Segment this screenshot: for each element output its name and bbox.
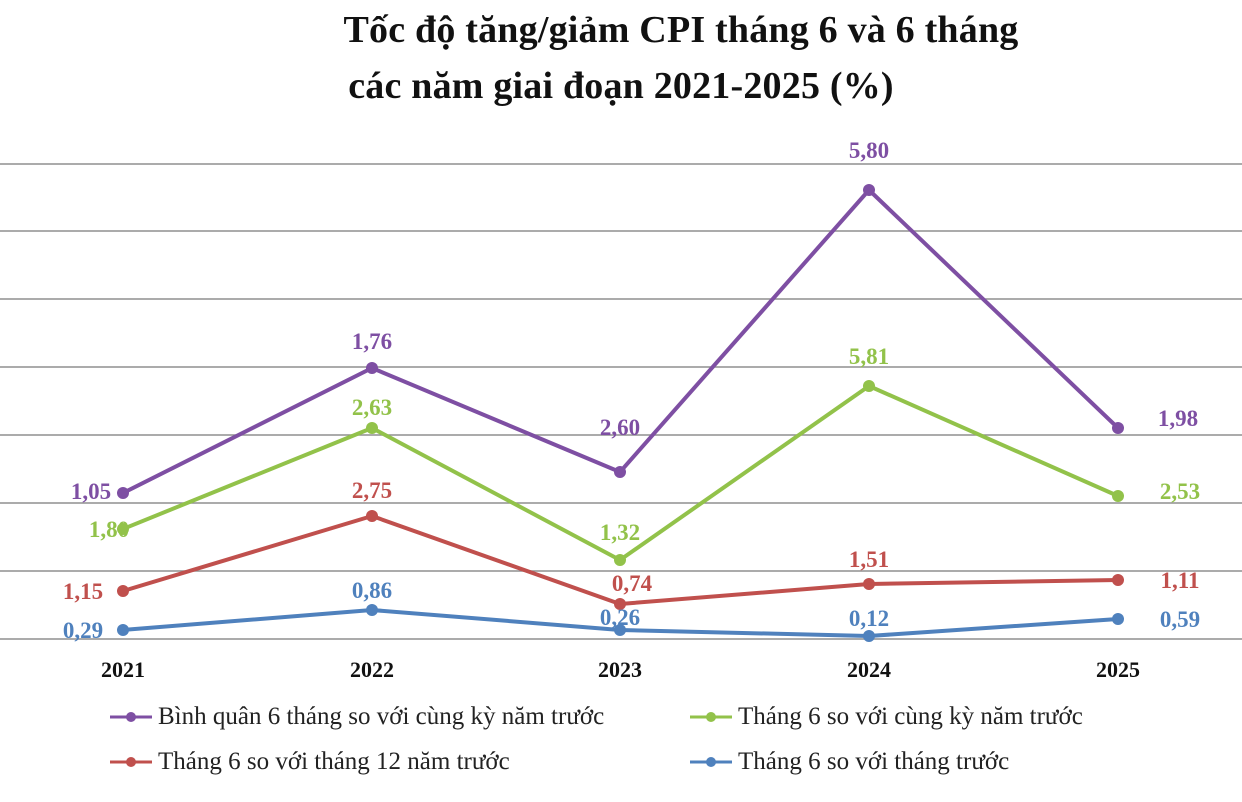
data-point <box>366 604 378 616</box>
data-point <box>863 630 875 642</box>
x-tick-label: 2024 <box>847 657 891 682</box>
chart-title-line2: các năm giai đoạn 2021-2025 (%) <box>348 65 894 107</box>
data-point <box>614 554 626 566</box>
data-label: 1,51 <box>849 547 889 572</box>
data-label: 0,26 <box>600 605 640 630</box>
data-point <box>117 624 129 636</box>
data-label: 0,59 <box>1160 607 1200 632</box>
legend-marker-green <box>690 712 732 722</box>
data-label: 1,15 <box>63 579 103 604</box>
data-point <box>863 578 875 590</box>
x-tick-label: 2022 <box>350 657 394 682</box>
legend-item-thang6-thang-truoc: Tháng 6 so với tháng trước <box>688 748 1009 776</box>
data-point <box>366 422 378 434</box>
data-point <box>863 380 875 392</box>
data-point <box>117 487 129 499</box>
data-label: 1,76 <box>352 329 392 354</box>
data-point <box>117 585 129 597</box>
data-point <box>1112 490 1124 502</box>
x-tick-label: 2025 <box>1096 657 1140 682</box>
data-label: 1,80 <box>89 517 129 542</box>
data-point <box>366 510 378 522</box>
data-point <box>1112 422 1124 434</box>
legend-label: Tháng 6 so với tháng trước <box>738 748 1010 775</box>
legend-label: Tháng 6 so với tháng 12 năm trước <box>158 748 510 775</box>
data-point <box>1112 574 1124 586</box>
line-chart: 2021 2022 2023 2024 2025 1,05 1,76 2,60 5,80 1,98… <box>0 138 1242 682</box>
legend-marker-blue <box>690 757 732 767</box>
legend-item-binh-quan-6-thang: Bình quân 6 tháng so với cùng kỳ năm trư… <box>108 703 604 731</box>
data-point <box>1112 613 1124 625</box>
legend-marker-red <box>110 757 152 767</box>
data-point <box>366 362 378 374</box>
legend-label: Bình quân 6 tháng so với cùng kỳ năm trư… <box>158 703 605 730</box>
data-point <box>614 598 626 610</box>
data-label: 1,32 <box>600 520 640 545</box>
data-label: 1,05 <box>71 479 111 504</box>
data-point <box>117 523 129 535</box>
data-point <box>863 184 875 196</box>
data-label: 0,12 <box>849 606 889 631</box>
legend-label: Tháng 6 so với cùng kỳ năm trước <box>738 703 1083 730</box>
data-label: 1,98 <box>1158 406 1198 431</box>
chart-title-line1: Tốc độ tăng/giảm CPI tháng 6 và 6 tháng <box>343 9 1019 51</box>
data-label: 5,80 <box>849 138 889 163</box>
data-label: 1,11 <box>1161 568 1200 593</box>
data-point <box>614 624 626 636</box>
data-label: 0,86 <box>352 578 392 603</box>
legend-marker-purple <box>110 712 152 722</box>
data-label: 2,75 <box>352 478 392 503</box>
data-label: 5,81 <box>849 344 889 369</box>
data-label: 0,74 <box>612 571 653 596</box>
x-tick-label: 2021 <box>101 657 145 682</box>
legend-item-thang6-thang12: Tháng 6 so với tháng 12 năm trước <box>108 748 510 776</box>
x-tick-label: 2023 <box>598 657 642 682</box>
data-label: 2,53 <box>1160 479 1200 504</box>
data-label: 0,29 <box>63 618 103 643</box>
data-label: 2,60 <box>600 415 640 440</box>
data-point <box>614 466 626 478</box>
legend-item-thang6-cung-ky: Tháng 6 so với cùng kỳ năm trước <box>688 703 1083 731</box>
series-line <box>122 188 1120 495</box>
data-label: 2,63 <box>352 395 392 420</box>
